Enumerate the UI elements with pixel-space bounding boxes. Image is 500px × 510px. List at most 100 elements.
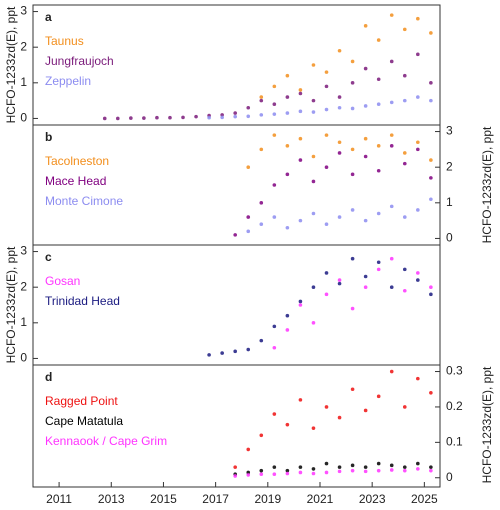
y-tick-label: 1	[20, 75, 27, 89]
data-point	[194, 114, 198, 119]
plot-frame	[32, 4, 441, 488]
legend-entry: Ragged Point	[45, 394, 118, 408]
data-point	[337, 469, 342, 474]
data-point	[155, 115, 159, 120]
data-point	[416, 147, 420, 152]
data-point	[402, 288, 407, 293]
data-point	[402, 151, 407, 155]
x-tick-label: 2019	[254, 492, 281, 506]
data-point	[311, 179, 316, 184]
data-point	[181, 115, 185, 120]
data-point	[376, 394, 381, 399]
data-point	[402, 468, 407, 473]
data-point	[429, 31, 433, 35]
data-point	[350, 147, 355, 152]
data-point	[350, 468, 355, 473]
data-point	[259, 472, 264, 477]
data-point	[389, 468, 394, 472]
data-point	[324, 470, 329, 475]
data-point	[337, 465, 342, 469]
data-point	[389, 59, 394, 64]
data-point	[363, 285, 368, 289]
data-point	[298, 88, 303, 92]
data-point	[285, 313, 290, 318]
legend-entry: Gosan	[45, 274, 80, 288]
data-point	[389, 133, 394, 137]
data-point	[298, 109, 303, 114]
panel-label: d	[45, 370, 52, 384]
data-point	[363, 408, 368, 413]
data-point	[311, 426, 316, 430]
data-point	[259, 113, 264, 117]
data-point	[416, 52, 420, 57]
data-point	[246, 114, 251, 119]
data-point	[298, 465, 303, 469]
y-tick-label: 2	[446, 159, 453, 173]
data-point	[337, 105, 342, 110]
legend-entry: Mace Head	[45, 174, 106, 188]
data-point	[298, 91, 303, 96]
data-point	[298, 136, 303, 141]
data-point	[376, 468, 381, 473]
data-point	[337, 278, 342, 282]
data-point	[102, 116, 107, 121]
data-point	[285, 95, 290, 99]
data-point	[324, 165, 329, 169]
data-point	[259, 95, 264, 99]
data-point	[337, 151, 342, 155]
data-point	[416, 376, 420, 381]
data-point	[402, 98, 407, 103]
data-point	[259, 222, 264, 226]
data-point	[402, 267, 407, 272]
data-point	[389, 144, 394, 148]
data-point	[429, 465, 433, 469]
x-tick-label: 2025	[411, 492, 438, 506]
data-point	[311, 467, 316, 471]
data-point	[207, 115, 211, 120]
data-point	[129, 116, 133, 120]
legend-entry: Zeppelin	[45, 74, 91, 88]
data-point	[376, 144, 381, 148]
panel-label: c	[45, 250, 52, 264]
data-point	[363, 218, 368, 223]
data-point	[350, 59, 355, 64]
data-point	[337, 281, 342, 286]
data-point	[324, 461, 329, 466]
data-point	[168, 115, 172, 120]
data-point	[429, 176, 433, 180]
data-point	[389, 100, 394, 105]
data-point	[376, 211, 381, 216]
data-point	[337, 48, 342, 53]
panel-label: a	[45, 10, 52, 24]
data-point	[389, 285, 394, 289]
x-tick-label: 2017	[202, 492, 229, 506]
data-point	[376, 77, 381, 82]
data-point	[350, 208, 355, 212]
data-point	[272, 183, 277, 187]
panel-label: b	[45, 130, 52, 144]
data-point	[350, 81, 355, 85]
x-tick-label: 2015	[150, 492, 177, 506]
data-point	[246, 165, 251, 169]
data-point	[259, 201, 264, 205]
y-tick-label: 2	[20, 279, 27, 293]
x-tick-label: 2013	[98, 492, 125, 506]
data-point	[272, 84, 277, 89]
data-point	[389, 256, 394, 261]
data-point	[233, 114, 237, 119]
data-point	[350, 106, 355, 111]
data-point	[324, 405, 329, 409]
data-point	[429, 98, 433, 103]
y-tick-label: 0.1	[446, 435, 463, 449]
data-point	[363, 465, 368, 469]
data-point	[363, 136, 368, 141]
data-point	[324, 70, 329, 74]
legend-entry: Kennaook / Cape Grim	[45, 434, 167, 448]
data-point	[311, 471, 316, 476]
data-point	[363, 469, 368, 474]
data-point	[233, 233, 237, 237]
data-point	[429, 81, 433, 85]
data-point	[311, 63, 316, 67]
y-axis-label: HCFO-1233zd(E), ppt	[4, 6, 18, 123]
